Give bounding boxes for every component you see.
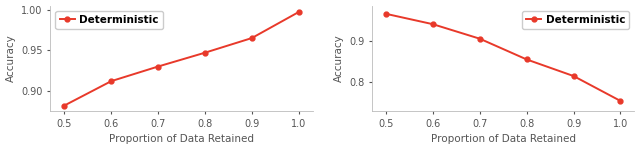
Deterministic (248, 37, 255, 39)
Deterministic (60, 105, 68, 106)
Deterministic (295, 11, 303, 13)
Line: Deterministic: Deterministic (383, 11, 623, 103)
Legend: Deterministic: Deterministic (522, 11, 629, 29)
Deterministic (382, 13, 390, 15)
Deterministic (570, 75, 577, 77)
X-axis label: Proportion of Data Retained: Proportion of Data Retained (109, 134, 254, 144)
Deterministic (154, 66, 162, 68)
Legend: Deterministic: Deterministic (56, 11, 163, 29)
Deterministic (108, 80, 115, 82)
Deterministic (201, 52, 209, 54)
Deterministic (476, 38, 484, 40)
Deterministic (616, 100, 624, 102)
Deterministic (523, 58, 531, 60)
Y-axis label: Accuracy: Accuracy (6, 34, 15, 82)
Line: Deterministic: Deterministic (62, 10, 301, 108)
Deterministic (429, 23, 436, 25)
Y-axis label: Accuracy: Accuracy (333, 34, 344, 82)
X-axis label: Proportion of Data Retained: Proportion of Data Retained (431, 134, 576, 144)
